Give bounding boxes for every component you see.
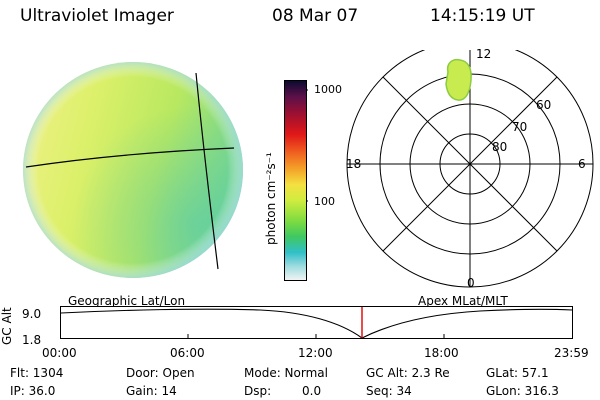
mlat-label-60: 60 [536,98,552,112]
info-gain: Gain: 14 [126,384,177,398]
info-door: Door: Open [126,366,195,380]
x-tick-2359: 23:59 [554,346,589,360]
info-seq: Seq: 34 [366,384,412,398]
colorbar-tick-1000: 1000 [314,83,342,96]
info-gc-alt: GC Alt: 2.3 Re [366,366,450,380]
alt-y-top: 9.0 [22,307,42,321]
polar-plot[interactable] [340,50,600,290]
colorbar [284,80,308,281]
x-tick-1800: 18:00 [424,346,459,360]
altitude-strip-plot[interactable] [60,306,576,346]
colorbar-tick-100: 100 [314,195,335,208]
time-label: 14:15:19 UT [430,6,535,26]
info-glat: GLat: 57.1 [486,366,549,380]
geo-latitude-line [25,147,235,168]
mlt-label-6: 6 [578,157,586,171]
mlat-label-80: 80 [492,140,508,154]
date-label: 08 Mar 07 [272,6,359,26]
x-tick-0600: 06:00 [170,346,205,360]
mlt-label-0: 0 [467,276,475,290]
info-mode: Mode: Normal [244,366,328,380]
info-dsp-value: 0.0 [302,384,322,398]
info-dsp-label: Dsp: [244,384,272,398]
colorbar-unit-label: photon cm⁻²s⁻¹ [264,152,278,245]
mlat-label-70: 70 [512,120,528,134]
mlt-label-12: 12 [476,47,492,61]
geographic-disk-image[interactable] [20,55,250,285]
info-ip: IP: 36.0 [10,384,56,398]
x-tick-0000: 00:00 [42,346,77,360]
alt-axis-label: GC Alt [0,307,14,345]
geo-longitude-line [195,72,219,270]
app-title: Ultraviolet Imager [20,6,174,26]
x-tick-1200: 12:00 [298,346,333,360]
apex-panel-label: Apex MLat/MLT [418,294,508,308]
geo-panel-label: Geographic Lat/Lon [68,294,186,308]
alt-y-bottom: 1.8 [22,333,42,347]
mlt-label-18: 18 [346,157,362,171]
aurora-patch [445,58,472,101]
altitude-curve [60,308,573,339]
info-glon: GLon: 316.3 [486,384,559,398]
info-flt: Flt: 1304 [10,366,64,380]
